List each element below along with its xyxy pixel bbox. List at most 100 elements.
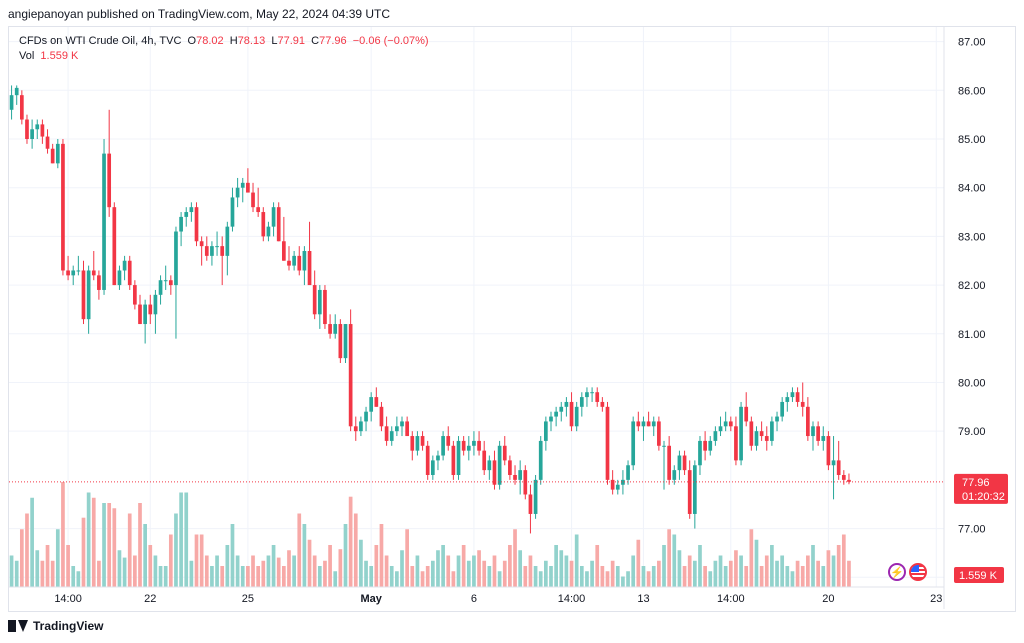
candle (369, 392, 374, 422)
y-tick-label: 83.00 (958, 231, 986, 243)
candle-body (497, 445, 502, 485)
tradingview-logo-icon (8, 620, 28, 632)
candle-body (564, 401, 569, 407)
lightning-icon[interactable]: ⚡ (888, 563, 906, 581)
volume-bar (91, 497, 96, 587)
candle-body (800, 401, 805, 407)
candle (256, 187, 261, 217)
candle (728, 416, 733, 432)
candle (579, 392, 584, 417)
candle (554, 406, 558, 427)
volume-bar (179, 492, 183, 587)
volume-bar (456, 555, 461, 587)
time-axis[interactable]: 14:00 22 25 May 6 14:00 13 14:00 20 23 (9, 586, 944, 605)
candle-body (806, 406, 810, 437)
volume-bar (497, 571, 502, 587)
volume-bar (97, 560, 101, 587)
candle (518, 460, 523, 495)
candle-body (19, 95, 24, 120)
candle (790, 387, 795, 402)
volume-bar (739, 555, 743, 587)
volume-bar (19, 529, 24, 587)
candle (451, 440, 456, 480)
candle-body (251, 192, 255, 208)
candlestick-chart[interactable]: 87.00 86.00 85.00 84.00 83.00 82.00 81.00 80.00… (9, 27, 1015, 611)
price-axis[interactable]: 87.00 86.00 85.00 84.00 83.00 82.00 81.00 80.00… (943, 27, 986, 609)
candle (102, 139, 106, 295)
candle-body (343, 324, 348, 359)
candle-body (508, 460, 512, 475)
volume-bar (564, 555, 569, 587)
volume-bar (163, 566, 168, 587)
volume-bar (790, 571, 795, 587)
candle-body (718, 426, 723, 432)
candle (240, 177, 245, 203)
candle-body (50, 148, 55, 164)
volume-bar (770, 545, 774, 587)
volume-bar (415, 555, 420, 587)
candle-body (86, 270, 91, 320)
candle-body (122, 260, 127, 271)
volume-bar (651, 566, 656, 587)
volume-bar (662, 545, 666, 587)
candle (482, 440, 487, 475)
chart-frame[interactable]: 87.00 86.00 85.00 84.00 83.00 82.00 81.00 80.00… (8, 26, 1016, 612)
candle-body (764, 436, 769, 441)
candle (81, 260, 86, 325)
candle (251, 182, 255, 213)
volume-bar (102, 503, 106, 587)
candle (718, 416, 723, 437)
volume-bar (800, 566, 805, 587)
candle (785, 392, 790, 412)
footer-brand-name: TradingView (33, 619, 104, 633)
candle-body (45, 136, 50, 149)
candle (61, 139, 65, 276)
candle (836, 440, 841, 480)
y-tick-label: 81.00 (958, 329, 986, 341)
volume-bar (405, 529, 409, 587)
volume-bar (127, 513, 132, 587)
volume-bar (168, 534, 173, 587)
candle-body (30, 129, 34, 139)
volume-bar (502, 560, 507, 587)
last-price-value: 77.96 (962, 477, 990, 489)
candle (405, 416, 409, 437)
candle (734, 416, 738, 466)
candle-body (81, 270, 86, 320)
volume-bar (441, 545, 445, 587)
volume-bar (446, 555, 451, 587)
volume-bar (744, 566, 749, 587)
candle-body (667, 445, 672, 480)
candle-body (574, 406, 579, 427)
candle-body (307, 251, 312, 286)
candle-body (657, 421, 661, 446)
candle (148, 294, 153, 325)
candle-body (708, 440, 713, 451)
x-tick-label: May (360, 593, 382, 605)
candle (215, 231, 219, 256)
candle (441, 431, 445, 461)
volume-bar (312, 555, 317, 587)
candle-body (544, 421, 548, 441)
candle-body (538, 440, 543, 480)
volume-bar (544, 560, 548, 587)
candle (590, 387, 594, 402)
volume-bar (204, 555, 209, 587)
us-flag-icon[interactable] (909, 563, 927, 581)
candle (35, 119, 40, 139)
candle-body (461, 440, 466, 451)
candle (841, 470, 846, 485)
volume-bar (189, 560, 194, 587)
candle (626, 460, 630, 485)
candle (544, 416, 548, 451)
candle-body (353, 426, 358, 432)
footer-brand[interactable]: TradingView (8, 619, 103, 633)
volume-bar (538, 571, 543, 587)
x-tick-label: 23 (930, 593, 942, 605)
volume-bar (158, 566, 163, 587)
y-tick-label: 77.00 (958, 524, 986, 536)
volume-bar (579, 566, 584, 587)
candle-body (143, 304, 147, 325)
volume-bar (379, 524, 384, 587)
candle-body (127, 260, 132, 286)
